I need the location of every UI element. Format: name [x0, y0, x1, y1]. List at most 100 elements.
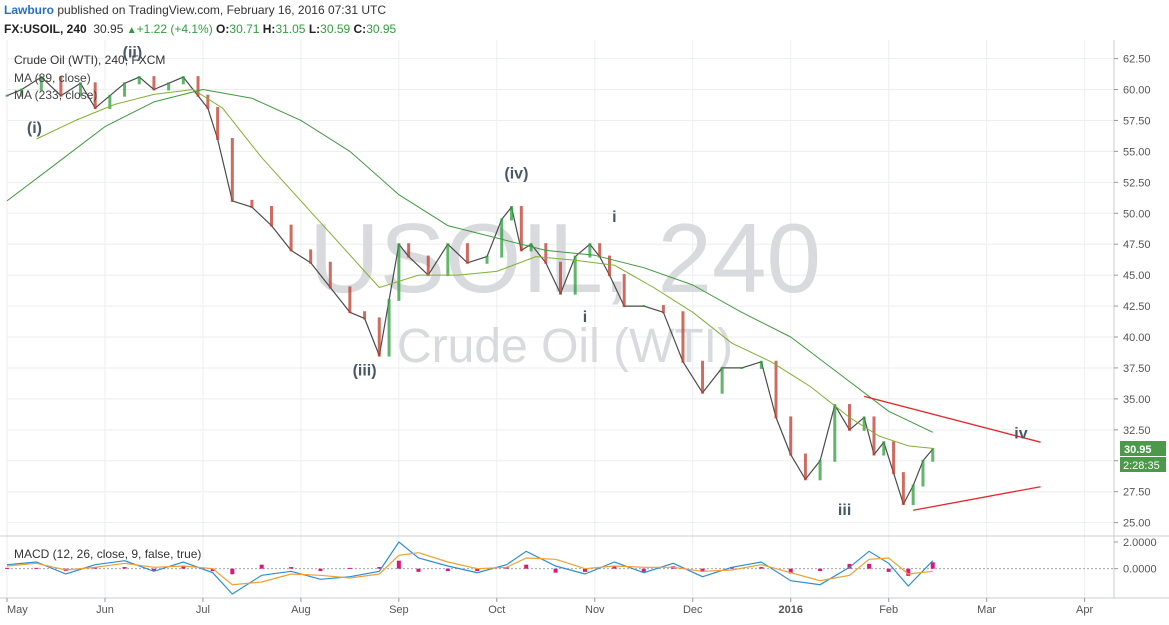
series-ma_fast	[36, 89, 933, 449]
wave-label: (i)	[27, 120, 42, 137]
macd-histogram-bar	[151, 568, 156, 572]
price-candle	[397, 243, 401, 301]
macd-histogram-bar	[122, 567, 127, 569]
macd-histogram-bar	[416, 568, 421, 572]
last-price: 30.95	[93, 22, 124, 36]
macd-histogram-bar	[759, 567, 764, 569]
macd-histogram-bar	[700, 568, 705, 572]
price-candle	[882, 441, 886, 456]
price-candle	[59, 76, 63, 97]
time-axis-label: Dec	[683, 604, 703, 616]
macd-histogram-bar	[289, 567, 294, 569]
price-candle	[598, 243, 602, 258]
time-axis-label: Jul	[196, 604, 210, 616]
time-axis-label: Apr	[1076, 604, 1093, 616]
price-candle	[544, 243, 548, 264]
price-axis-label: 57.50	[1123, 115, 1151, 127]
price-candle	[510, 206, 514, 221]
watermark-symbol: USOIL, 240	[309, 203, 821, 313]
price-candle	[485, 255, 489, 264]
macd-histogram-bar	[847, 563, 852, 569]
close-value: 30.95	[366, 22, 397, 36]
price-candle	[931, 447, 935, 462]
price-candle	[123, 82, 127, 97]
macd-histogram-bar	[210, 568, 215, 572]
price-axis-label: 42.50	[1123, 301, 1151, 313]
price-candle	[289, 224, 293, 252]
price-candle	[607, 255, 611, 277]
indicator-legend: MA (233, close)	[14, 88, 97, 102]
author-link[interactable]: Lawburo	[4, 3, 54, 17]
price-axis-label: 62.50	[1123, 54, 1151, 66]
macd-histogram-bar	[259, 564, 264, 569]
price-candle	[740, 366, 744, 369]
price-candle	[407, 243, 411, 258]
price-axis-label: 40.00	[1123, 332, 1151, 344]
macd-histogram-bar	[377, 567, 382, 569]
price-candle	[911, 484, 915, 506]
price-axis-label: 60.00	[1123, 85, 1151, 97]
price-candle	[363, 311, 367, 320]
macd-histogram-bar	[886, 568, 891, 572]
macd-histogram-bar	[34, 567, 39, 569]
price-axis-label: 37.50	[1123, 363, 1151, 375]
time-axis-label: May	[7, 604, 28, 616]
series-ma_slow	[6, 89, 934, 433]
price-candle	[328, 261, 332, 289]
price-candle	[216, 107, 220, 140]
price-candle	[901, 472, 905, 506]
macd-histogram-bar	[553, 568, 558, 573]
published-text: published on TradingView.com, February 1…	[57, 3, 386, 17]
macd-axis-label: 2.0000	[1123, 537, 1157, 549]
time-axis-label: 2016	[778, 604, 802, 616]
price-candle	[529, 243, 533, 252]
price-axis-label: 52.50	[1123, 177, 1151, 189]
chart-title: Crude Oil (WTI), 240, FXCM	[14, 53, 165, 67]
price-axis-label: 45.00	[1123, 270, 1151, 282]
macd-histogram-bar	[582, 568, 587, 572]
price-candle	[5, 94, 9, 97]
wave-label: iv	[1014, 425, 1027, 442]
price-candle	[774, 360, 778, 419]
price-candle	[387, 298, 391, 357]
price-axis-label: 47.50	[1123, 239, 1151, 251]
price-candle	[137, 76, 141, 85]
macd-histogram-bar	[818, 568, 823, 572]
time-axis-label: Nov	[585, 604, 605, 616]
macd-histogram-bar	[788, 568, 793, 574]
open-label: O:	[216, 22, 230, 36]
price-candle	[818, 459, 822, 481]
price-candle	[152, 76, 156, 91]
price-candle	[622, 274, 626, 308]
price-candle	[250, 199, 254, 209]
price-candle	[39, 76, 43, 91]
macd-histogram-bar	[445, 568, 450, 572]
price-candle	[230, 138, 234, 202]
wave-label: i	[583, 309, 587, 326]
wave-label: iii	[838, 502, 851, 519]
price-candle	[93, 82, 97, 110]
price-candle	[921, 459, 925, 487]
indicator-legend: MA (89, close)	[14, 71, 91, 85]
price-candle	[446, 243, 450, 277]
macd-title: MACD (12, 26, close, 9, false, true)	[14, 547, 201, 561]
close-label: C:	[353, 22, 367, 36]
price-axis-label: 50.00	[1123, 208, 1151, 220]
price-candle	[862, 416, 866, 431]
time-axis-label: Sep	[389, 604, 409, 616]
price-candle	[426, 255, 430, 277]
macd-histogram-bar	[230, 568, 235, 575]
price-candle	[833, 404, 837, 462]
macd-histogram-bar	[475, 568, 480, 572]
macd-histogram-bar	[318, 568, 323, 572]
macd-histogram-bar	[347, 567, 352, 569]
open-value: 30.71	[229, 22, 260, 36]
publication-line: Lawburo published on TradingView.com, Fe…	[4, 3, 386, 17]
price-candle	[309, 249, 313, 264]
price-candle	[892, 441, 896, 475]
price-axis-label: 32.50	[1123, 425, 1151, 437]
change-text: +1.22 (+4.1%)	[136, 22, 213, 36]
macd-histogram-bar	[396, 560, 401, 569]
time-axis-label: Aug	[291, 604, 311, 616]
